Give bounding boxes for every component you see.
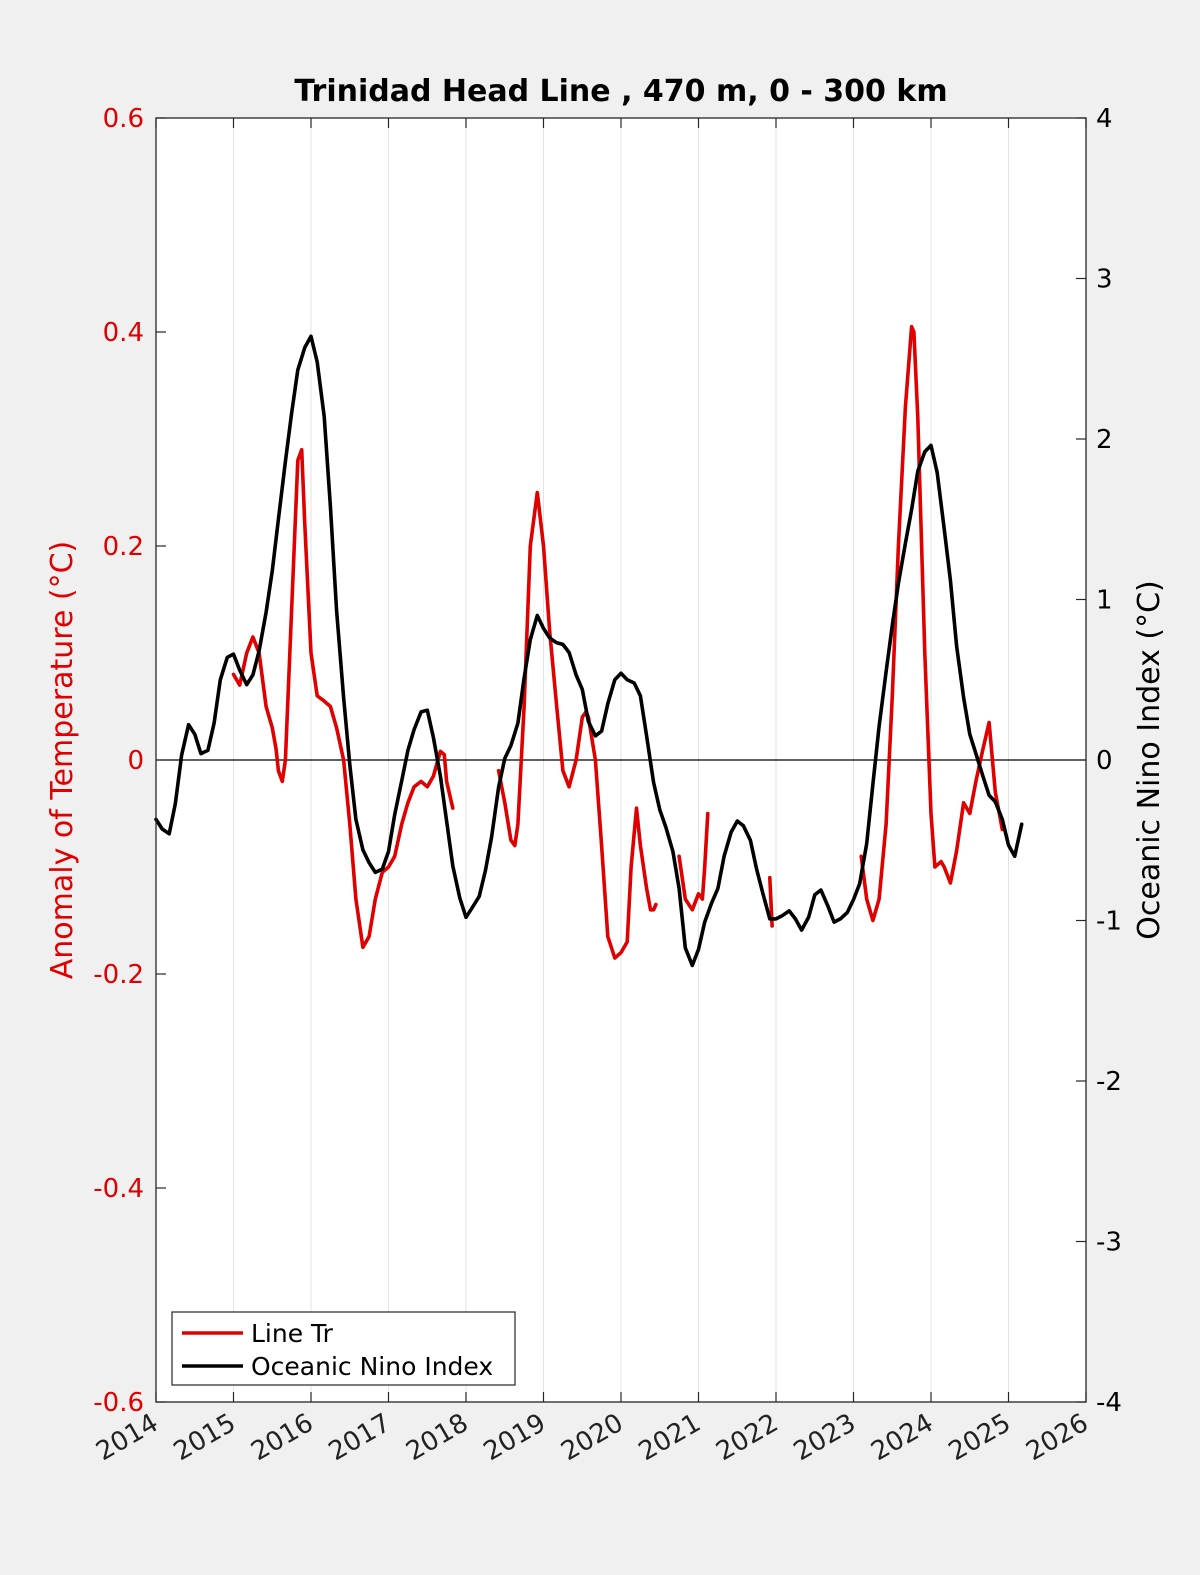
legend-label-line-tr: Line Tr — [251, 1319, 334, 1348]
series-line-tr-segment-3 — [677, 811, 710, 912]
legend-label-oni: Oceanic Nino Index — [251, 1352, 493, 1381]
y-right-tick-label-2: 2 — [1096, 425, 1113, 455]
right-axis-label: Oceanic Nino Index (°C) — [1132, 580, 1167, 940]
y-left-tick-label--0.2: -0.2 — [93, 960, 144, 990]
y-right-tick-label--3: -3 — [1096, 1228, 1122, 1258]
y-right-tick-label--1: -1 — [1096, 907, 1122, 937]
y-right-tick-label-0: 0 — [1096, 746, 1113, 776]
y-right-tick-label-4: 4 — [1096, 104, 1113, 134]
series-line-tr-segment-2 — [496, 490, 658, 960]
y-left-tick-label-0.4: 0.4 — [103, 318, 144, 348]
y-right-tick-label-3: 3 — [1096, 265, 1113, 295]
y-left-tick-label--0.6: -0.6 — [93, 1388, 144, 1418]
series-line-tr-segment-5 — [859, 324, 1005, 923]
legend: Line Tr Oceanic Nino Index — [171, 1311, 516, 1386]
series-line-tr-segment-1 — [231, 447, 455, 950]
y-right-tick-label--4: -4 — [1096, 1388, 1122, 1418]
left-axis-label: Anomaly of Temperature (°C) — [45, 541, 80, 980]
y-left-tick-label-0.6: 0.6 — [103, 104, 144, 134]
legend-box — [171, 1311, 516, 1386]
y-left-tick-label-0: 0 — [127, 746, 144, 776]
chart-title: Trinidad Head Line , 470 m, 0 - 300 km — [294, 74, 947, 109]
y-left-tick-label--0.4: -0.4 — [93, 1174, 144, 1204]
y-right-tick-label-1: 1 — [1096, 586, 1113, 616]
series-oni-segment-1 — [154, 334, 1024, 968]
y-left-tick-label-0.2: 0.2 — [103, 532, 144, 562]
y-right-tick-label--2: -2 — [1096, 1067, 1122, 1097]
series-layer — [154, 324, 1024, 968]
